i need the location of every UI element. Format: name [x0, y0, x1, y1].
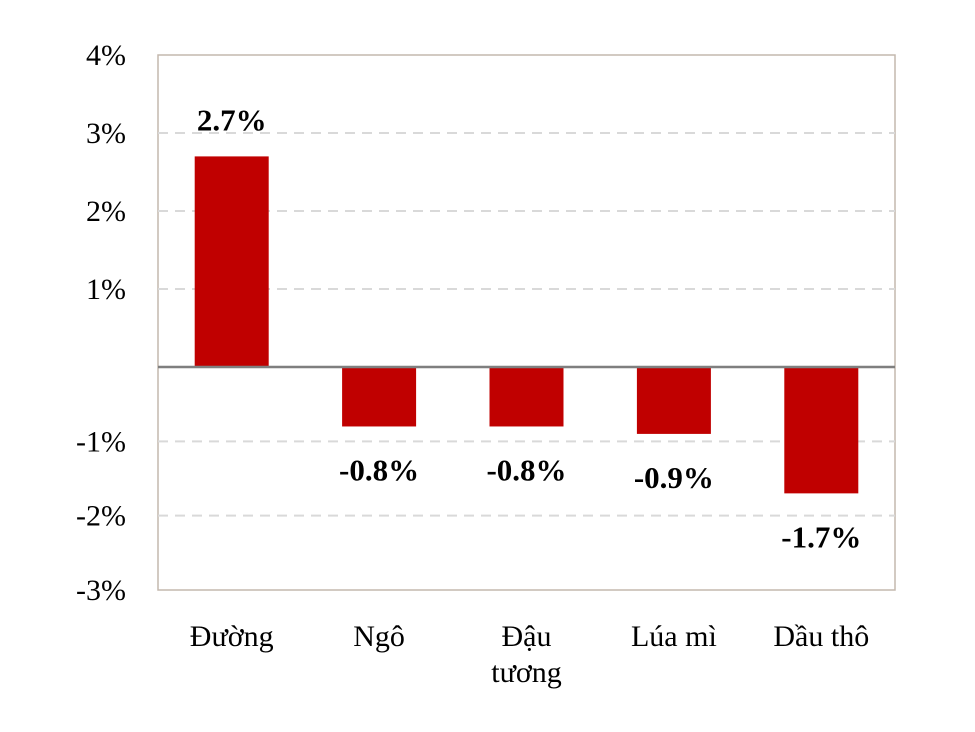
y-tick-label: 1%	[86, 273, 126, 306]
bars	[194, 156, 859, 494]
bar	[342, 367, 417, 427]
y-tick-label: 3%	[86, 117, 126, 150]
bar	[489, 367, 564, 427]
bar	[784, 367, 859, 494]
y-tick-label: 2%	[86, 195, 126, 228]
category-label: Đường	[190, 620, 274, 653]
grid-lines	[158, 132, 895, 517]
y-tick-label: -1%	[76, 425, 126, 458]
data-label: -1.7%	[781, 519, 861, 554]
bar	[194, 156, 269, 367]
data-labels: 2.7% -0.8% -0.8% -0.9% -1.7%	[197, 102, 862, 554]
bar	[636, 367, 711, 434]
plot-frame	[157, 54, 896, 591]
category-labels: Đường Ngô Đậu tương Lúa mì Dầu thô	[190, 620, 869, 689]
y-tick-label: -3%	[76, 574, 126, 607]
data-label: -0.8%	[486, 452, 566, 487]
y-tick-label: -2%	[76, 500, 126, 533]
category-label: Ngô	[353, 620, 405, 653]
category-label: Dầu thô	[773, 620, 869, 653]
y-tick-label: 4%	[86, 39, 126, 72]
category-label: Lúa mì	[631, 620, 717, 653]
y-axis-ticks: 4% 3% 2% 1% -1% -2% -3%	[76, 39, 126, 607]
category-label: Đậu tương	[491, 620, 561, 689]
data-label: -0.9%	[634, 460, 714, 495]
data-label: 2.7%	[197, 102, 267, 137]
data-label: -0.8%	[339, 452, 419, 487]
